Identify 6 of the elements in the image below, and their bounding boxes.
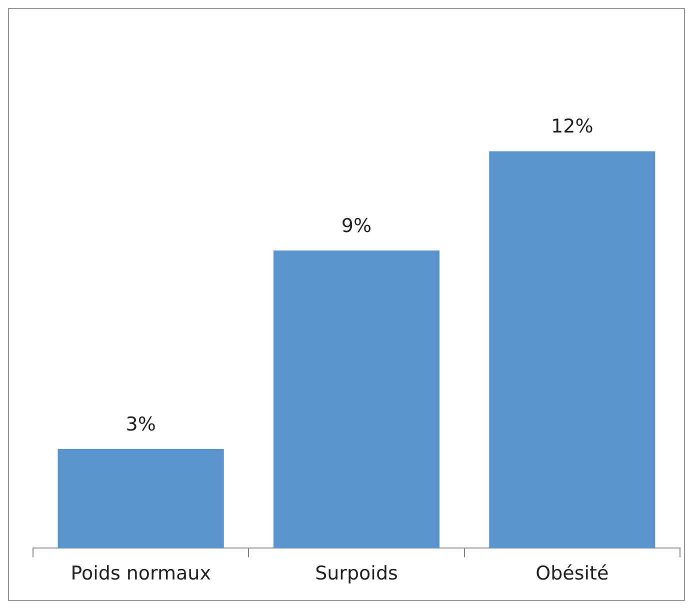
- x-tick-label: Obésité: [536, 562, 609, 585]
- x-tick-label: Poids normaux: [70, 562, 211, 585]
- data-label: 12%: [551, 116, 594, 138]
- x-tick-label: Surpoids: [315, 562, 398, 585]
- data-label: 3%: [126, 413, 156, 436]
- data-label: 9%: [341, 214, 372, 237]
